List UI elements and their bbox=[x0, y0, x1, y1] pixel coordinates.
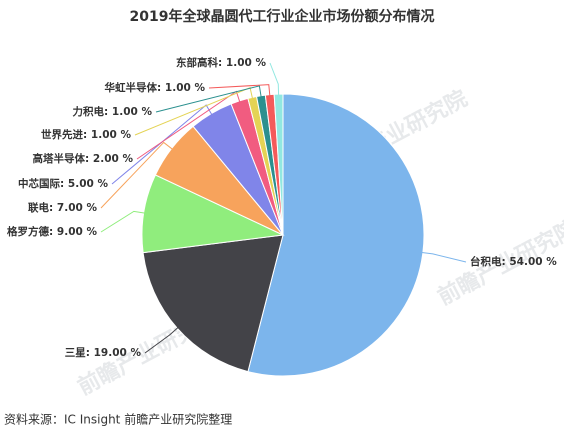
label-separator: : bbox=[60, 178, 68, 190]
data-label: 台积电: 54.00 % bbox=[470, 255, 557, 268]
leader-line bbox=[134, 86, 254, 136]
label-name: 三星 bbox=[65, 347, 86, 359]
label-name: 东部高科 bbox=[176, 56, 218, 69]
label-name: 台积电 bbox=[470, 255, 502, 268]
label-value: 19.00 % bbox=[94, 347, 142, 359]
label-name: 联电 bbox=[28, 201, 49, 214]
leader-line bbox=[100, 141, 174, 209]
label-separator: : bbox=[49, 202, 57, 214]
data-label: 高塔半导体: 2.00 % bbox=[33, 152, 134, 165]
label-value: 9.00 % bbox=[57, 226, 98, 238]
label-name: 高塔半导体 bbox=[33, 152, 86, 165]
data-label: 联电: 7.00 % bbox=[28, 201, 97, 214]
leader-line bbox=[111, 104, 213, 185]
leader-line bbox=[100, 210, 146, 233]
chart-title: 2019年全球晶圆代工行业企业市场份额分布情况 bbox=[130, 8, 435, 25]
leader-line bbox=[420, 251, 467, 263]
label-separator: : bbox=[502, 256, 510, 268]
leader-line bbox=[269, 62, 280, 97]
label-value: 1.00 % bbox=[165, 82, 206, 94]
data-label: 世界先进: 1.00 % bbox=[41, 128, 131, 141]
label-separator: : bbox=[49, 226, 57, 238]
label-value: 54.00 % bbox=[509, 256, 557, 268]
label-value: 5.00 % bbox=[68, 178, 109, 190]
label-separator: : bbox=[83, 129, 91, 141]
label-value: 1.00 % bbox=[91, 129, 132, 141]
label-name: 格罗方德 bbox=[7, 225, 49, 238]
label-value: 7.00 % bbox=[57, 202, 98, 214]
label-value: 2.00 % bbox=[93, 153, 134, 165]
label-separator: : bbox=[157, 82, 165, 94]
source-note: 资料来源：IC Insight 前瞻产业研究院整理 bbox=[4, 412, 232, 427]
data-label: 中芯国际: 5.00 % bbox=[18, 177, 108, 190]
label-separator: : bbox=[85, 153, 93, 165]
label-value: 1.00 % bbox=[226, 57, 267, 69]
leader-line bbox=[208, 84, 271, 97]
label-separator: : bbox=[104, 106, 112, 118]
label-name: 世界先进 bbox=[41, 128, 83, 141]
label-name: 中芯国际 bbox=[18, 177, 60, 190]
label-separator: : bbox=[86, 347, 94, 359]
label-value: 1.00 % bbox=[112, 106, 153, 118]
pie bbox=[100, 62, 467, 377]
leader-line bbox=[144, 326, 180, 354]
data-label: 三星: 19.00 % bbox=[65, 347, 142, 359]
leader-line bbox=[155, 85, 262, 113]
data-label: 东部高科: 1.00 % bbox=[176, 56, 266, 69]
data-label: 格罗方德: 9.00 % bbox=[7, 225, 97, 238]
label-name: 力积电 bbox=[73, 105, 105, 118]
label-name: 华虹半导体 bbox=[105, 81, 158, 94]
label-separator: : bbox=[218, 57, 226, 69]
data-label: 力积电: 1.00 % bbox=[73, 105, 153, 118]
data-label: 华虹半导体: 1.00 % bbox=[105, 81, 206, 94]
